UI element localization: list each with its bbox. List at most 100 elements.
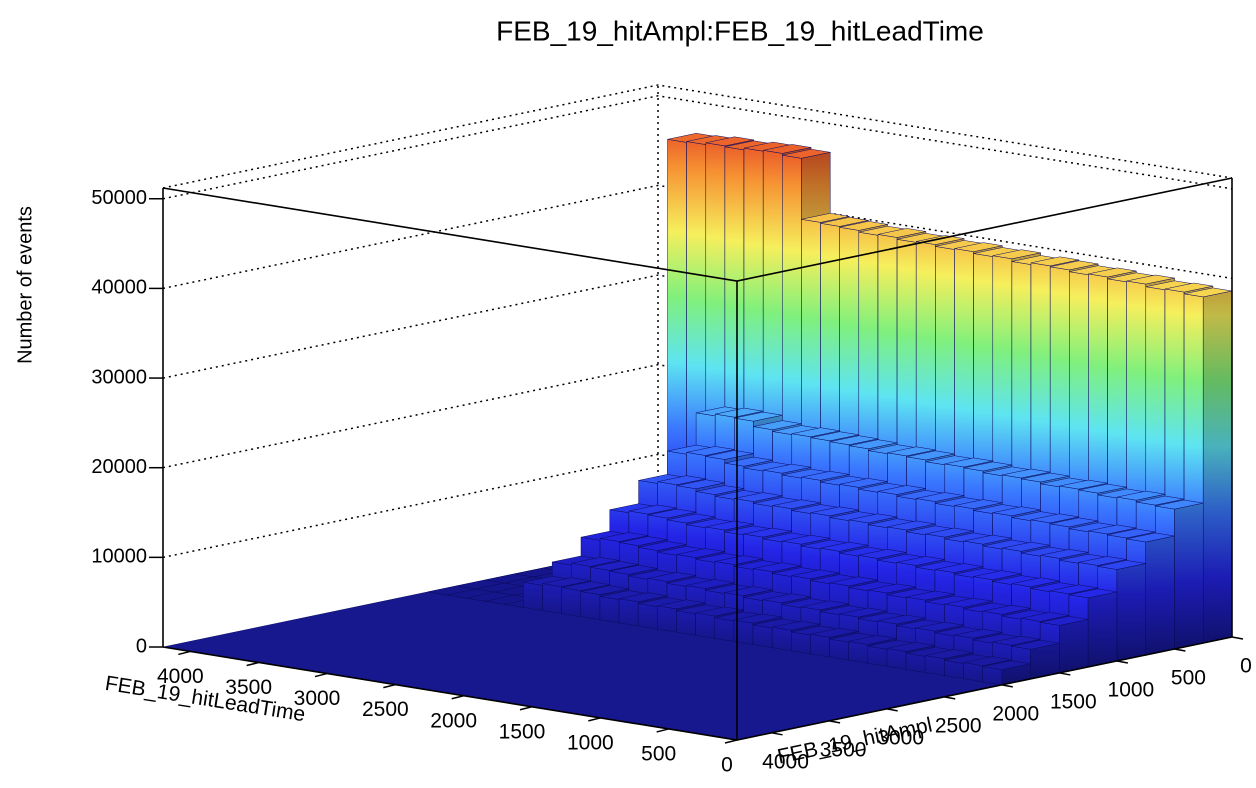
grid-line	[162, 363, 1233, 469]
bar-top	[887, 520, 936, 531]
bar-top	[618, 592, 668, 603]
bar-face	[599, 596, 620, 624]
bar-top	[963, 534, 1012, 545]
x-tick	[246, 661, 259, 667]
bar-face	[580, 591, 601, 621]
box-edge	[162, 84, 1233, 189]
bar-top	[1049, 517, 1099, 528]
bar-top	[944, 597, 993, 608]
bar-face	[810, 633, 830, 658]
x-tick	[178, 650, 191, 656]
bar-top	[647, 508, 697, 519]
y-tick	[1231, 636, 1244, 640]
bar-top	[906, 590, 955, 601]
bar-face	[924, 655, 945, 676]
y-tick-label: 1000	[1108, 679, 1155, 702]
y-tick	[886, 708, 898, 712]
bar-top	[714, 555, 764, 565]
grid-line	[162, 274, 1233, 379]
bar-face	[523, 582, 543, 611]
bar-top	[1040, 549, 1089, 559]
bar-top	[934, 563, 984, 573]
bar-top	[772, 499, 821, 509]
bar-top	[896, 556, 945, 566]
y-tick	[771, 732, 783, 736]
bar-top	[801, 213, 850, 223]
bar-top	[944, 457, 994, 468]
bar-top	[810, 627, 859, 638]
bar-top	[801, 471, 850, 481]
grid-line	[162, 184, 1233, 290]
bar-shade	[1001, 663, 1031, 685]
bar-top	[1183, 287, 1233, 298]
chart-title: FEB_19_hitAmpl:FEB_19_hitLeadTime	[496, 15, 984, 46]
z-tick-label: 50000	[91, 187, 147, 209]
bar-top	[657, 599, 706, 610]
bar-shade	[1116, 563, 1146, 661]
x-tick-label: 4000	[157, 665, 204, 688]
bar-top	[590, 561, 639, 571]
bar-top	[714, 407, 764, 418]
bar-top	[695, 485, 745, 495]
bar-top	[1001, 541, 1051, 552]
bar-top	[1011, 577, 1060, 588]
x-tick-label: 500	[641, 742, 676, 765]
bar-top	[791, 427, 840, 438]
bar-top	[1088, 267, 1137, 278]
bar-shade	[1203, 291, 1232, 643]
bar-top	[848, 439, 898, 450]
x-tick	[724, 739, 738, 744]
bar-top	[1116, 490, 1166, 501]
bar-top	[580, 585, 629, 595]
bar-top	[1030, 513, 1080, 524]
bar-top	[753, 420, 802, 430]
bar-top	[1126, 274, 1175, 285]
bar-face	[714, 617, 735, 642]
z-tick-label: 40000	[91, 277, 147, 299]
bar-top	[886, 642, 936, 652]
x-tick-label: 1000	[567, 731, 614, 754]
x-tick-label: 0	[721, 754, 733, 777]
bar-top	[676, 548, 725, 558]
bar-top	[1030, 256, 1080, 267]
bar-face	[637, 603, 658, 630]
bar-shade	[1145, 536, 1175, 655]
bar-top	[887, 446, 936, 457]
y-tick-label: 1500	[1050, 690, 1097, 713]
bar-top	[781, 534, 831, 545]
bar-face	[791, 631, 811, 655]
y-tick	[1001, 684, 1013, 688]
bar-top	[1126, 532, 1175, 543]
bar-top	[848, 635, 897, 645]
y-tick	[944, 696, 956, 700]
bar-top	[695, 606, 744, 617]
bar-top	[819, 541, 869, 552]
bar-top	[992, 506, 1041, 517]
bar-top	[1049, 584, 1099, 595]
bar-face	[752, 624, 773, 648]
bar-top	[762, 463, 812, 474]
bar-top	[954, 499, 1003, 509]
bar-top	[1059, 479, 1108, 490]
bar-top	[954, 242, 1003, 252]
bar-top	[906, 450, 955, 461]
bar-top	[771, 620, 821, 631]
bar-top	[762, 593, 811, 604]
bar-face	[542, 583, 562, 614]
bar-top	[877, 228, 927, 238]
bar-top	[1164, 282, 1214, 293]
z-tick-label: 20000	[91, 456, 147, 478]
bar-top	[848, 513, 898, 524]
bar-top	[1011, 639, 1060, 650]
bar-top	[1155, 499, 1204, 510]
bar-face	[618, 598, 639, 627]
bar-top	[743, 527, 792, 538]
bar-top	[982, 660, 1031, 670]
z-tick-label: 10000	[91, 546, 147, 568]
bar-top	[877, 485, 926, 495]
bar-top	[542, 577, 591, 587]
bar-top	[733, 492, 783, 502]
bar-top	[867, 583, 917, 594]
y-tick-label: 3000	[877, 726, 924, 749]
grid-line	[162, 453, 1233, 559]
